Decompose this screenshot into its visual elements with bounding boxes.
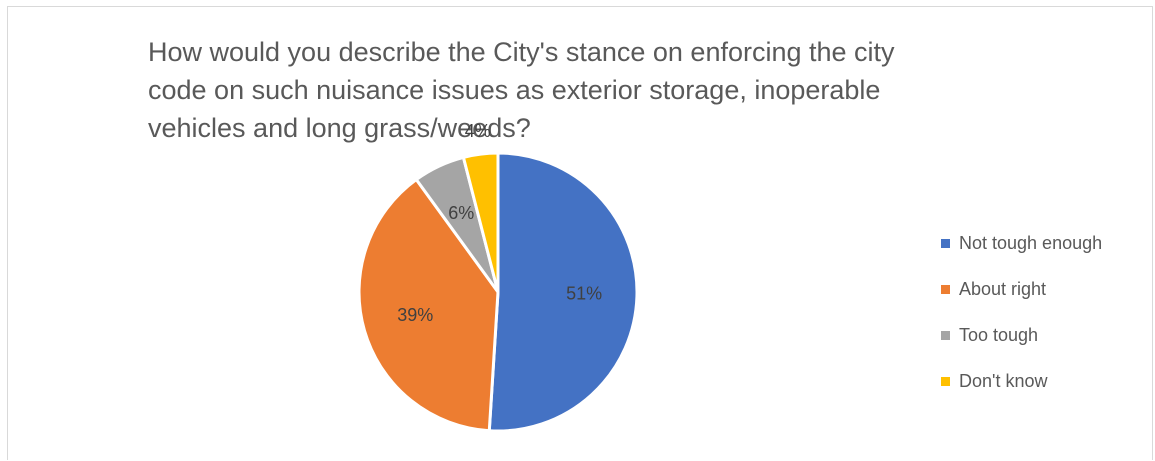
pie-slice-dont-know [461, 151, 500, 294]
data-label-about-right: 39% [397, 305, 433, 325]
chart-title: How would you describe the City's stance… [148, 37, 895, 143]
legend-swatch-not-tough-enough [941, 239, 950, 248]
legend-label-about-right: About right [959, 279, 1047, 299]
legend-label-dont-know: Don't know [959, 371, 1048, 391]
legend-item-too-tough: Too tough [941, 324, 1102, 347]
pie-slice-about-right [357, 178, 500, 433]
legend-item-about-right: About right [941, 278, 1102, 301]
legend: Not tough enough About right Too tough D… [941, 232, 1102, 416]
data-label-too-tough: 6% [448, 203, 474, 223]
pie-chart: 51% 39% 6% 4% [357, 121, 639, 433]
legend-swatch-dont-know [941, 377, 950, 386]
pie-slice-not-tough-enough [487, 151, 639, 433]
legend-item-dont-know: Don't know [941, 370, 1102, 393]
legend-label-not-tough-enough: Not tough enough [959, 233, 1103, 253]
data-label-dont-know: 4% [465, 121, 491, 141]
data-label-not-tough-enough: 51% [566, 283, 602, 303]
legend-swatch-too-tough [941, 331, 950, 340]
legend-swatch-about-right [941, 285, 950, 294]
legend-label-too-tough: Too tough [959, 325, 1039, 345]
legend-item-not-tough-enough: Not tough enough [941, 232, 1102, 255]
chart-area: How would you describe the City's stance… [7, 6, 1153, 460]
